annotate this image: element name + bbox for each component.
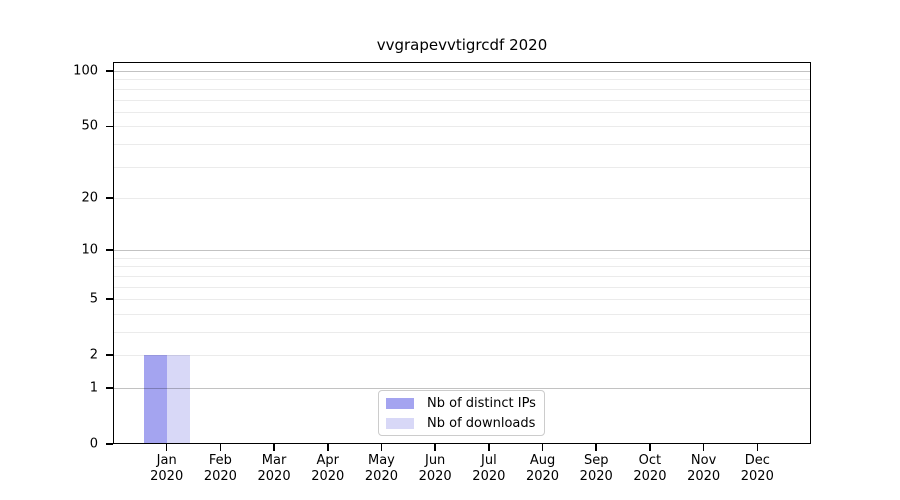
y-axis-tick-label: 2	[89, 347, 98, 363]
x-axis-tick-label: Sep 2020	[579, 453, 613, 484]
bar-nb-of-distinct-ips	[143, 355, 167, 444]
y-axis-tick	[106, 125, 113, 128]
x-axis-tick-label: Jul 2020	[472, 453, 506, 484]
minor-gridline	[114, 299, 810, 301]
x-axis-tick	[165, 444, 168, 451]
x-axis-tick	[380, 444, 383, 451]
x-axis-tick-label: Dec 2020	[740, 453, 774, 484]
x-axis-tick	[434, 444, 436, 451]
x-axis-tick-label: Mar 2020	[257, 453, 291, 484]
minor-gridline	[114, 331, 810, 333]
x-axis-tick-label: Jun 2020	[418, 453, 452, 484]
minor-gridline	[114, 79, 810, 81]
chart-title: vvgrapevvtigrcdf 2020	[376, 36, 548, 54]
legend: Nb of distinct IPs Nb of downloads	[378, 390, 545, 436]
x-axis-tick	[702, 444, 705, 451]
y-axis-tick-label: 0	[89, 436, 98, 452]
major-gridline	[114, 71, 810, 73]
x-axis-tick	[273, 444, 275, 451]
x-axis-tick-label: Feb 2020	[203, 453, 237, 484]
y-axis-tick-label: 1	[89, 380, 98, 396]
y-axis-tick-label: 50	[81, 118, 98, 134]
x-axis-tick	[756, 444, 759, 451]
minor-gridline	[114, 99, 810, 101]
y-axis-tick-label: 5	[89, 291, 98, 307]
legend-label: Nb of distinct IPs	[427, 395, 536, 411]
minor-gridline	[114, 313, 810, 315]
legend-swatch	[386, 397, 414, 409]
minor-gridline	[114, 197, 810, 199]
x-axis-tick	[541, 444, 544, 451]
plot-area	[113, 62, 811, 444]
y-axis-tick	[106, 354, 113, 356]
minor-gridline	[114, 266, 810, 268]
minor-gridline	[114, 88, 810, 90]
y-axis-tick-label: 20	[81, 190, 98, 206]
bar-nb-of-downloads	[166, 355, 190, 444]
y-axis-tick	[106, 387, 113, 389]
legend-item: Nb of distinct IPs	[386, 396, 544, 411]
x-axis-tick-label: Apr 2020	[311, 453, 345, 484]
x-axis-tick	[219, 444, 222, 451]
major-gridline	[114, 250, 810, 252]
minor-gridline	[114, 355, 810, 357]
minor-gridline	[114, 143, 810, 145]
legend-label: Nb of downloads	[427, 415, 536, 431]
y-axis-tick-label: 10	[81, 242, 98, 258]
x-axis-tick	[649, 444, 651, 451]
y-axis-tick	[106, 197, 113, 199]
legend-swatch	[386, 417, 414, 429]
minor-gridline	[114, 166, 810, 168]
minor-gridline	[114, 111, 810, 113]
minor-gridline	[114, 286, 810, 288]
x-axis-tick	[488, 444, 490, 451]
x-axis-tick	[595, 444, 597, 451]
y-axis-tick	[106, 70, 113, 72]
y-axis-tick	[106, 298, 113, 300]
x-axis-tick-label: Nov 2020	[687, 453, 721, 484]
y-axis-tick	[106, 443, 113, 445]
x-axis-tick-label: Jan 2020	[150, 453, 184, 484]
x-axis-tick	[327, 444, 329, 451]
minor-gridline	[114, 126, 810, 128]
y-axis-tick	[106, 249, 113, 251]
minor-gridline	[114, 275, 810, 277]
x-axis-tick-label: Oct 2020	[633, 453, 667, 484]
minor-gridline	[114, 257, 810, 259]
x-axis-tick-label: Aug 2020	[525, 453, 560, 484]
major-gridline	[114, 387, 810, 389]
x-axis-tick-label: May 2020	[364, 453, 398, 484]
legend-item: Nb of downloads	[386, 416, 544, 431]
y-axis-tick-label: 100	[73, 63, 98, 79]
